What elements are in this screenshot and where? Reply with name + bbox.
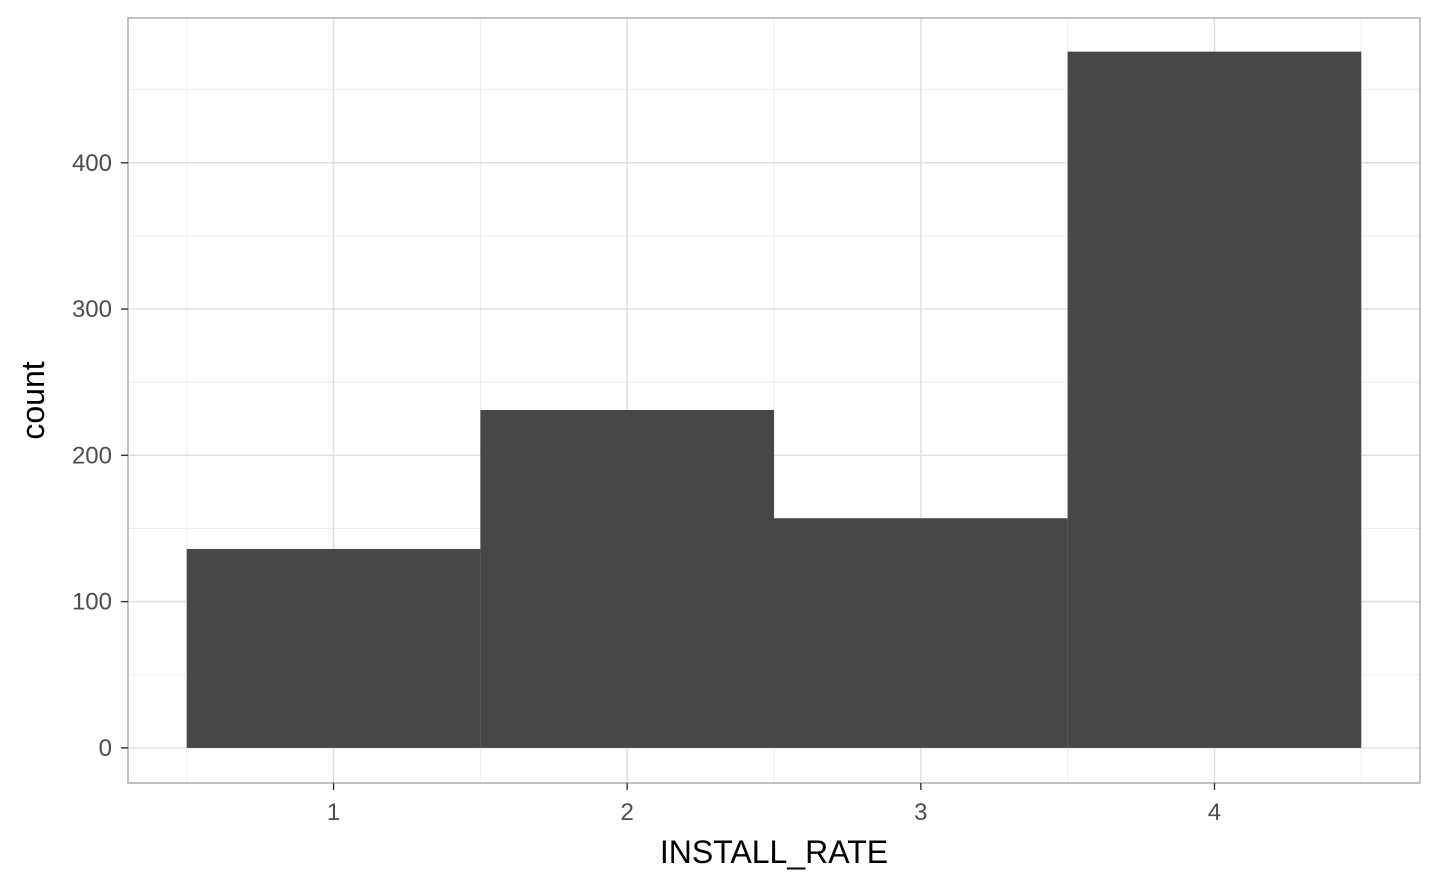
histogram-bar-2 [480,410,774,748]
x-axis-tick-labels: 1 2 3 4 [327,799,1221,826]
y-tick-label: 200 [72,442,112,469]
x-axis-title: INSTALL_RATE [660,834,888,870]
histogram-bar-1 [186,548,481,748]
x-tick-label: 1 [327,799,340,826]
histogram-bar-3 [774,518,1068,748]
x-tick-label: 4 [1208,799,1221,826]
bars [186,51,1362,748]
y-tick-label: 0 [99,735,112,762]
panel-border [127,17,1421,784]
x-tick-label: 2 [621,799,634,826]
y-axis-title: count [15,361,51,439]
histogram-bar-4 [1067,51,1362,748]
y-tick-label: 300 [72,296,112,323]
axis-ticks [121,162,1216,790]
y-tick-label: 100 [72,589,112,616]
x-tick-label: 3 [914,799,927,826]
y-tick-label: 400 [72,150,112,177]
y-axis-tick-labels: 0 100 200 300 400 [72,150,112,762]
